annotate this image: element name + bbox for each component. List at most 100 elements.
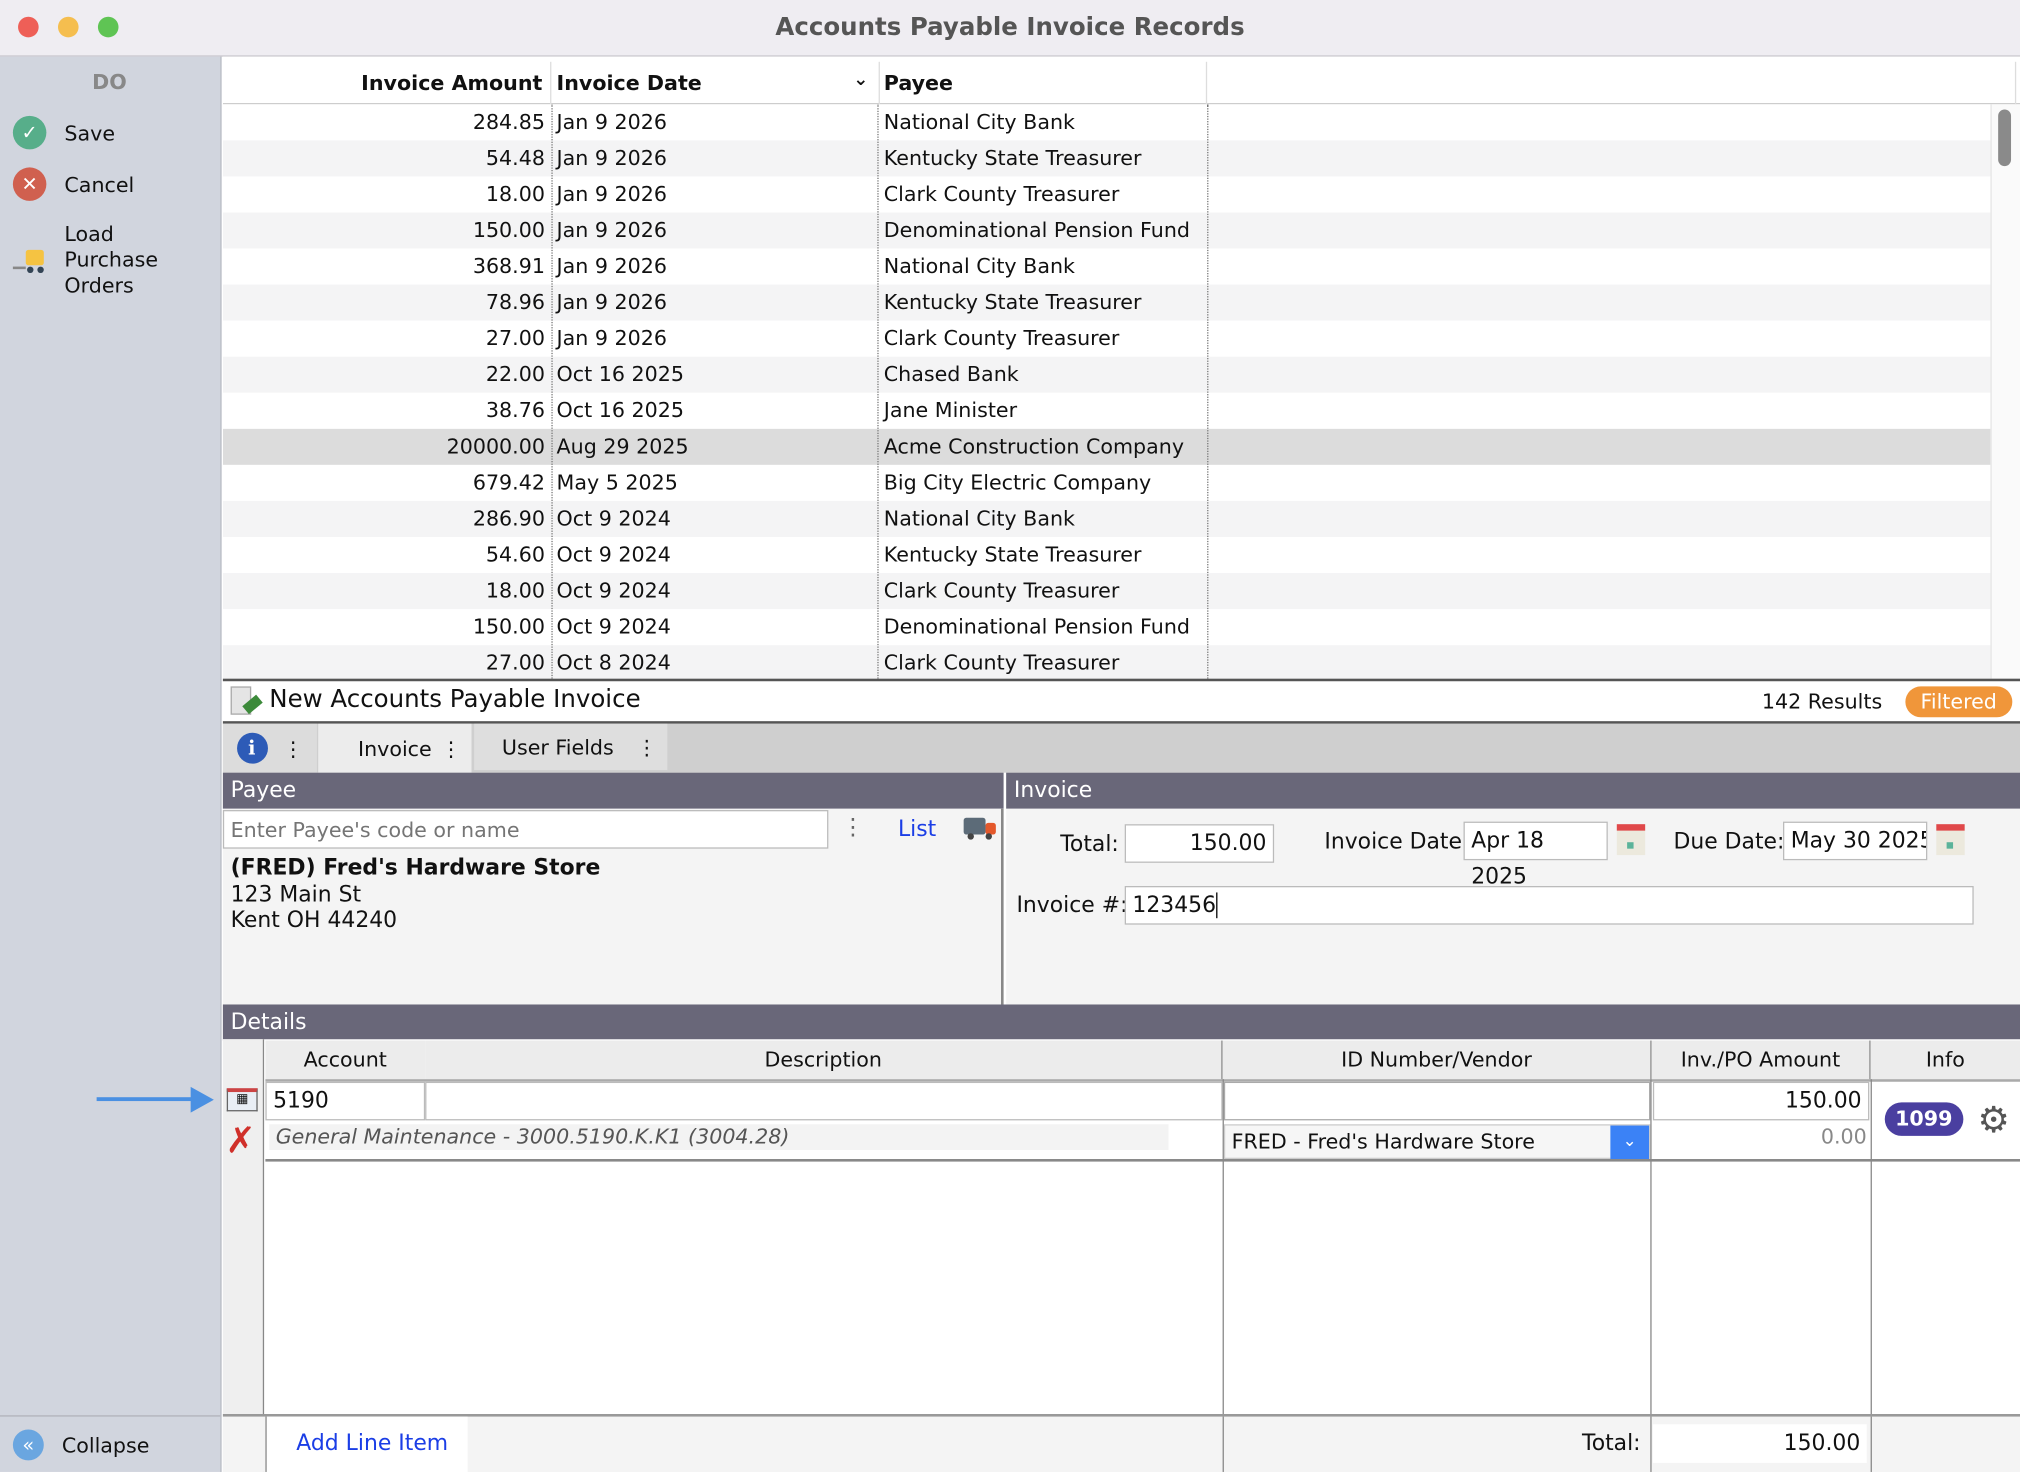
- calendar-icon[interactable]: [1616, 824, 1646, 856]
- description-input[interactable]: [425, 1081, 1223, 1121]
- due-date-input[interactable]: May 30 2025: [1783, 821, 1928, 861]
- table-row[interactable]: 20000.00 Aug 29 2025 Acme Construction Com…: [222, 428, 1991, 465]
- cell-invoice-date: Aug 29 2025: [556, 433, 689, 459]
- po-amount: 0.00: [1820, 1124, 1867, 1149]
- zoom-window-button[interactable]: [97, 16, 119, 38]
- invoice-number-input[interactable]: 123456: [1124, 886, 1974, 925]
- collapse-label: Collapse: [61, 1432, 150, 1458]
- cell-payee: National City Bank: [883, 253, 1075, 279]
- payee-address-line1: 123 Main St: [230, 882, 362, 908]
- cell-invoice-amount: 284.85: [472, 109, 545, 134]
- cell-payee: Kentucky State Treasurer: [883, 289, 1142, 315]
- cell-payee: Clark County Treasurer: [883, 650, 1120, 675]
- table-header: Invoice Amount Invoice Date ⌄ Payee: [222, 61, 2020, 105]
- id-number-input[interactable]: [1223, 1081, 1651, 1121]
- save-button[interactable]: ✓ Save: [12, 115, 116, 150]
- cell-invoice-date: May 5 2025: [556, 470, 678, 495]
- cell-payee: Kentucky State Treasurer: [883, 542, 1142, 567]
- cell-payee: Jane Minister: [883, 397, 1018, 423]
- column-divider: [877, 104, 879, 679]
- scrollbar-thumb[interactable]: [1998, 109, 2012, 167]
- cell-payee: National City Bank: [883, 506, 1075, 531]
- delete-line-icon[interactable]: ✗: [225, 1119, 256, 1162]
- details-section-header: Details: [222, 1004, 2020, 1041]
- tab-user-fields-label: User Fields: [501, 734, 614, 760]
- table-row[interactable]: 27.00 Oct 8 2024 Clark County Treasurer: [222, 645, 1991, 679]
- table-row[interactable]: 150.00 Jan 9 2026 Denominational Pension F…: [222, 212, 1991, 249]
- info-tab[interactable]: i ⋮: [222, 723, 317, 773]
- account-description: General Maintenance - 3000.5190.K.K1 (30…: [269, 1124, 1169, 1151]
- cell-invoice-date: Jan 9 2026: [556, 181, 667, 207]
- table-row[interactable]: 78.96 Jan 9 2026 Kentucky State Treasurer: [222, 284, 1991, 321]
- cell-invoice-amount: 679.42: [472, 470, 545, 495]
- cell-invoice-date: Oct 9 2024: [556, 614, 671, 639]
- payee-search-input[interactable]: [222, 810, 829, 849]
- invoice-date-label: Invoice Date:: [1324, 829, 1470, 856]
- column-divider: [551, 104, 553, 679]
- cancel-button[interactable]: ✕ Cancel: [12, 167, 134, 201]
- vendor-select[interactable]: FRED - Fred's Hardware Store ⌄: [1223, 1124, 1651, 1160]
- cell-invoice-amount: 150.00: [472, 614, 545, 639]
- collapse-button[interactable]: « Collapse: [12, 1429, 150, 1461]
- amount-input[interactable]: 150.00: [1652, 1081, 1870, 1121]
- column-invoice-amount[interactable]: Invoice Amount: [223, 61, 552, 105]
- vertical-scrollbar[interactable]: [1990, 104, 2020, 679]
- save-label: Save: [64, 120, 116, 145]
- column-account: Account: [265, 1040, 426, 1080]
- table-row[interactable]: 22.00 Oct 16 2025 Chased Bank: [222, 356, 1991, 393]
- calendar-icon[interactable]: [1936, 824, 1965, 856]
- table-row[interactable]: 38.76 Oct 16 2025 Jane Minister: [222, 392, 1991, 429]
- total-input[interactable]: 150.00: [1124, 824, 1275, 863]
- payee-more-dots-icon[interactable]: ⋮: [841, 813, 865, 841]
- table-row[interactable]: 18.00 Jan 9 2026 Clark County Treasurer: [222, 176, 1991, 213]
- title-bar: Accounts Payable Invoice Records: [0, 0, 2020, 57]
- table-row[interactable]: 368.91 Jan 9 2026 National City Bank: [222, 248, 1991, 285]
- tab-user-fields[interactable]: User Fields ⋮: [474, 723, 668, 771]
- gear-icon[interactable]: ⚙: [1977, 1098, 2010, 1141]
- cell-invoice-amount: 27.00: [485, 650, 545, 675]
- column-payee[interactable]: Payee: [880, 61, 1208, 105]
- table-row[interactable]: 284.85 Jan 9 2026 National City Bank: [222, 104, 1991, 141]
- payee-list-link[interactable]: List: [897, 816, 937, 843]
- minimize-window-button[interactable]: [57, 16, 79, 38]
- invoice-date-input[interactable]: Apr 18 2025: [1463, 821, 1608, 890]
- column-invoice-date[interactable]: Invoice Date ⌄: [551, 61, 880, 105]
- cell-invoice-amount: 286.90: [472, 506, 545, 531]
- more-dots-icon[interactable]: ⋮: [282, 735, 304, 761]
- cell-payee: Kentucky State Treasurer: [883, 145, 1142, 170]
- load-purchase-orders-button[interactable]: Load Purchase Orders: [12, 222, 180, 299]
- tab-invoice[interactable]: Invoice ⋮: [318, 723, 472, 773]
- payee-name: (FRED) Fred's Hardware Store: [230, 855, 601, 881]
- 1099-badge[interactable]: 1099: [1884, 1102, 1963, 1136]
- chevron-down-icon[interactable]: ⌄: [1610, 1125, 1650, 1160]
- table-row[interactable]: 54.60 Oct 9 2024 Kentucky State Treasurer: [222, 537, 1991, 574]
- cell-invoice-amount: 368.91: [472, 253, 545, 279]
- invoice-number-label: Invoice #:: [1016, 892, 1128, 919]
- filtered-badge[interactable]: Filtered: [1905, 686, 2013, 718]
- table-row[interactable]: 54.48 Jan 9 2026 Kentucky State Treasurer: [222, 140, 1991, 177]
- column-info: Info: [1870, 1040, 2020, 1080]
- cell-payee: Clark County Treasurer: [883, 578, 1120, 603]
- total-label: Total:: [1060, 831, 1119, 858]
- cell-payee: Clark County Treasurer: [883, 325, 1120, 351]
- table-row[interactable]: 286.90 Oct 9 2024 National City Bank: [222, 500, 1991, 538]
- check-circle-icon: ✓: [12, 115, 47, 150]
- cell-invoice-amount: 20000.00: [446, 433, 545, 459]
- details-total-value: 150.00: [1652, 1424, 1867, 1463]
- close-window-button[interactable]: [18, 16, 39, 38]
- cell-invoice-amount: 78.96: [485, 289, 545, 315]
- cell-invoice-date: Oct 9 2024: [556, 506, 671, 531]
- truck-icon[interactable]: [963, 817, 997, 840]
- more-dots-icon[interactable]: ⋮: [636, 734, 658, 760]
- account-input[interactable]: 5190: [265, 1081, 426, 1121]
- add-line-item-link[interactable]: Add Line Item: [296, 1430, 449, 1457]
- table-row[interactable]: 150.00 Oct 9 2024 Denominational Pension F…: [222, 609, 1991, 646]
- pointer-arrow-head: [190, 1086, 214, 1113]
- form-header: New Accounts Payable Invoice 142 Results…: [222, 678, 2020, 724]
- table-row[interactable]: 679.42 May 5 2025 Big City Electric Compan…: [222, 464, 1991, 501]
- account-lookup-icon[interactable]: ▦: [226, 1088, 258, 1112]
- more-dots-icon[interactable]: ⋮: [440, 735, 462, 761]
- column-empty: [1207, 61, 2017, 105]
- table-row[interactable]: 27.00 Jan 9 2026 Clark County Treasurer: [222, 320, 1991, 357]
- table-row[interactable]: 18.00 Oct 9 2024 Clark County Treasurer: [222, 573, 1991, 610]
